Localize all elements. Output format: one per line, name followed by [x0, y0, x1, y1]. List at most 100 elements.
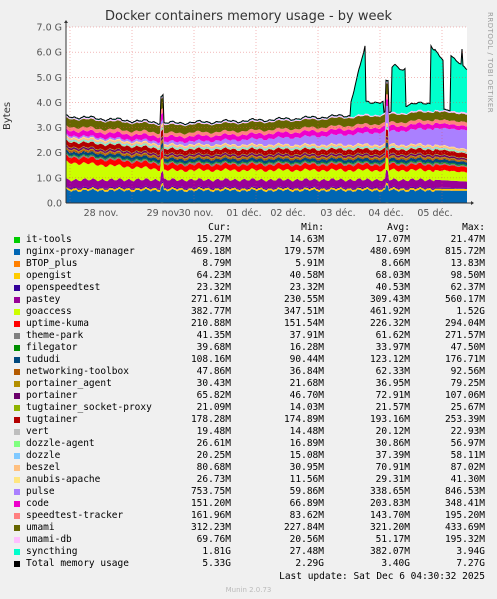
legend-value-max: 846.53M: [444, 486, 485, 497]
y-tick-label: 0.0: [47, 199, 62, 210]
legend-value-min: 16.28M: [289, 342, 324, 353]
legend-value-max: 7.27G: [456, 558, 485, 569]
legend-value-max: 195.32M: [444, 534, 485, 545]
legend-value-max: 253.39M: [444, 414, 485, 425]
legend-value-cur: 19.48M: [196, 426, 231, 437]
legend-value-avg: 17.07M: [375, 234, 410, 245]
series-area-pulse: [66, 105, 467, 150]
series-area-dozzle-agent: [66, 127, 467, 154]
legend-value-avg: 33.97M: [375, 342, 410, 353]
legend-value-min: 14.03M: [289, 402, 324, 413]
series-area-dozzle: [66, 126, 467, 153]
legend-value-avg: 143.70M: [369, 510, 410, 521]
legend-value-min: 59.86M: [289, 486, 324, 497]
legend-value-min: 15.08M: [289, 450, 324, 461]
legend-value-avg: 338.65M: [369, 486, 410, 497]
legend-value-max: 21.47M: [450, 234, 485, 245]
legend-series-name: nginx-proxy-manager: [26, 246, 135, 257]
legend-value-avg: 193.16M: [369, 414, 410, 425]
x-tick-label: 30 nov.: [179, 208, 214, 219]
legend-value-min: 23.32M: [289, 282, 324, 293]
legend-swatch: [14, 441, 20, 447]
legend-value-avg: 72.91M: [375, 390, 410, 401]
y-tick-label: 6.0 G: [37, 48, 63, 59]
series-area-theme-park: [66, 147, 467, 168]
legend-swatch: [14, 321, 20, 327]
legend-swatch: [14, 501, 20, 507]
legend-swatch: [14, 345, 20, 351]
legend-series-name: dozzle: [26, 450, 61, 461]
series-area-goaccess: [66, 157, 467, 182]
legend-series-name: vert: [26, 426, 49, 437]
legend-value-min: 227.84M: [283, 522, 324, 533]
legend-value-min: 27.48M: [289, 546, 324, 557]
legend-value-cur: 312.23M: [190, 522, 231, 533]
legend-series-name: umami-db: [26, 534, 72, 545]
legend-value-max: 176.71M: [444, 354, 485, 365]
legend-value-cur: 5.33G: [202, 558, 231, 569]
legend-series-name: dozzle-agent: [26, 438, 95, 449]
legend-value-cur: 30.43M: [196, 378, 231, 389]
legend-swatch: [14, 489, 20, 495]
legend-value-max: 3.94G: [456, 546, 485, 557]
legend-header-min: Min:: [301, 222, 324, 233]
legend-series-name: anubis-apache: [26, 474, 101, 485]
series-area-networking-toolbox: [66, 140, 467, 163]
series-area-tugtainer: [66, 129, 467, 159]
legend-value-avg: 68.03M: [375, 270, 410, 281]
legend-value-avg: 40.53M: [375, 282, 410, 293]
series-area-portainer: [66, 136, 467, 161]
rrdtool-credit: RRDTOOL / TOBI OETIKER: [486, 12, 494, 114]
legend-value-cur: 47.86M: [196, 366, 231, 377]
legend-value-max: 107.06M: [444, 390, 485, 401]
legend-value-max: 271.57M: [444, 330, 485, 341]
legend-value-max: 294.04M: [444, 318, 485, 329]
x-tick-label: 03 déc.: [320, 208, 355, 219]
y-tick-label: 1.0 G: [37, 173, 63, 184]
legend-swatch: [14, 285, 20, 291]
legend-header-cur: Cur:: [208, 222, 231, 233]
legend-value-cur: 8.79M: [202, 258, 231, 269]
legend-value-avg: 70.91M: [375, 462, 410, 473]
legend-series-name: portainer: [26, 390, 78, 401]
legend-value-max: 22.93M: [450, 426, 485, 437]
x-tick-label: 01 déc.: [226, 208, 261, 219]
y-tick-label: 2.0 G: [37, 148, 63, 159]
legend-series-name: opengist: [26, 270, 72, 281]
legend-swatch: [14, 357, 20, 363]
legend-header-avg: Avg:: [387, 222, 410, 233]
legend-value-min: 37.91M: [289, 330, 324, 341]
series-area-tududi: [66, 142, 467, 166]
legend-value-max: 56.97M: [450, 438, 485, 449]
legend-value-cur: 80.68M: [196, 462, 231, 473]
legend-value-max: 815.72M: [444, 246, 485, 257]
legend-value-max: 433.69M: [444, 522, 485, 533]
legend-series-name: beszel: [26, 462, 61, 473]
legend-series-name: portainer_agent: [26, 378, 112, 389]
legend-swatch: [14, 273, 20, 279]
legend-value-max: 79.25M: [450, 378, 485, 389]
legend-value-min: 14.48M: [289, 426, 324, 437]
x-axis-arrow: [471, 201, 474, 205]
legend-value-cur: 15.27M: [196, 234, 231, 245]
legend-series-name: tududi: [26, 354, 61, 365]
legend-value-min: 16.89M: [289, 438, 324, 449]
legend-value-avg: 8.66M: [381, 258, 410, 269]
legend-series-name: syncthing: [26, 546, 78, 557]
chart-title: Docker containers memory usage - by week: [104, 9, 393, 24]
legend-series-name: tugtainer: [26, 414, 78, 425]
legend-value-avg: 30.86M: [375, 438, 410, 449]
legend-series-name: code: [26, 498, 49, 509]
legend-swatch: [14, 393, 20, 399]
legend-swatch: [14, 429, 20, 435]
legend-series-name: BTOP_plus: [26, 258, 78, 269]
series-line-total-memory-usage: [65, 43, 468, 126]
y-axis-arrow: [64, 20, 68, 23]
legend-value-cur: 64.23M: [196, 270, 231, 281]
legend-value-min: 21.68M: [289, 378, 324, 389]
legend-series-name: umami: [26, 522, 55, 533]
legend-value-max: 41.30M: [450, 474, 485, 485]
legend-series-name: tugtainer_socket-proxy: [26, 402, 152, 413]
x-tick-label: 29 nov.: [147, 208, 182, 219]
legend-value-cur: 69.76M: [196, 534, 231, 545]
